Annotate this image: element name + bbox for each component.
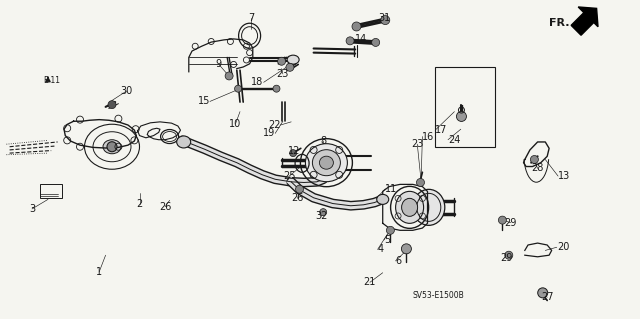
Circle shape: [352, 22, 361, 31]
Text: 22: 22: [268, 120, 280, 130]
Circle shape: [273, 85, 280, 92]
Text: 5: 5: [384, 235, 390, 245]
Circle shape: [499, 216, 506, 224]
Text: 8: 8: [320, 136, 326, 146]
Text: 19: 19: [263, 128, 275, 138]
Circle shape: [108, 100, 116, 109]
Ellipse shape: [305, 144, 348, 182]
Text: 29: 29: [500, 253, 513, 263]
Ellipse shape: [396, 191, 424, 223]
Text: 18: 18: [252, 77, 264, 87]
Text: 7: 7: [248, 12, 254, 23]
Bar: [40, 184, 61, 198]
Ellipse shape: [319, 156, 333, 169]
Text: 16: 16: [422, 131, 435, 142]
Text: 23: 23: [276, 69, 289, 79]
Ellipse shape: [413, 189, 445, 225]
Text: 27: 27: [541, 292, 554, 302]
Circle shape: [401, 244, 412, 254]
Text: 12: 12: [288, 145, 301, 156]
Ellipse shape: [287, 55, 299, 64]
Circle shape: [278, 57, 285, 65]
Text: 23: 23: [411, 139, 424, 149]
Text: 1: 1: [96, 267, 102, 277]
Text: 14: 14: [355, 34, 367, 44]
Text: 15: 15: [198, 96, 210, 107]
Text: 3: 3: [29, 204, 35, 214]
Text: 25: 25: [283, 171, 296, 181]
Text: 28: 28: [531, 163, 544, 174]
Circle shape: [290, 150, 296, 157]
Text: 10: 10: [229, 119, 242, 129]
Text: SV53-E1500B: SV53-E1500B: [413, 291, 464, 300]
Circle shape: [296, 185, 303, 193]
Text: FR.: FR.: [549, 18, 570, 28]
Circle shape: [107, 142, 117, 152]
Text: E-11: E-11: [44, 76, 61, 85]
Text: 4: 4: [378, 244, 384, 255]
Polygon shape: [571, 7, 598, 35]
Text: 9: 9: [216, 59, 222, 70]
Circle shape: [417, 178, 424, 187]
Text: 11: 11: [385, 184, 397, 194]
Text: 17: 17: [435, 125, 447, 135]
Text: 6: 6: [396, 256, 402, 266]
Text: 26: 26: [291, 193, 304, 204]
Text: 32: 32: [315, 211, 328, 221]
Text: 30: 30: [120, 86, 133, 96]
Text: 2: 2: [136, 199, 143, 209]
Ellipse shape: [377, 194, 388, 204]
Ellipse shape: [402, 198, 418, 216]
Ellipse shape: [312, 150, 340, 176]
Circle shape: [320, 209, 326, 216]
Text: 13: 13: [558, 171, 570, 181]
Bar: [435, 67, 495, 147]
Circle shape: [381, 16, 390, 25]
Circle shape: [538, 288, 548, 298]
Circle shape: [456, 111, 467, 122]
Text: 24: 24: [448, 135, 460, 145]
Circle shape: [346, 37, 354, 45]
Circle shape: [372, 38, 380, 47]
Text: 31: 31: [378, 12, 390, 23]
Circle shape: [531, 155, 538, 164]
Circle shape: [235, 85, 241, 92]
Ellipse shape: [177, 136, 191, 148]
Circle shape: [225, 72, 233, 80]
Ellipse shape: [103, 140, 121, 154]
Circle shape: [387, 226, 394, 234]
Text: 26: 26: [159, 202, 172, 212]
Circle shape: [505, 251, 513, 259]
Text: 29: 29: [504, 218, 517, 228]
Text: 21: 21: [364, 277, 376, 287]
Text: 20: 20: [557, 242, 569, 252]
Circle shape: [286, 63, 294, 71]
